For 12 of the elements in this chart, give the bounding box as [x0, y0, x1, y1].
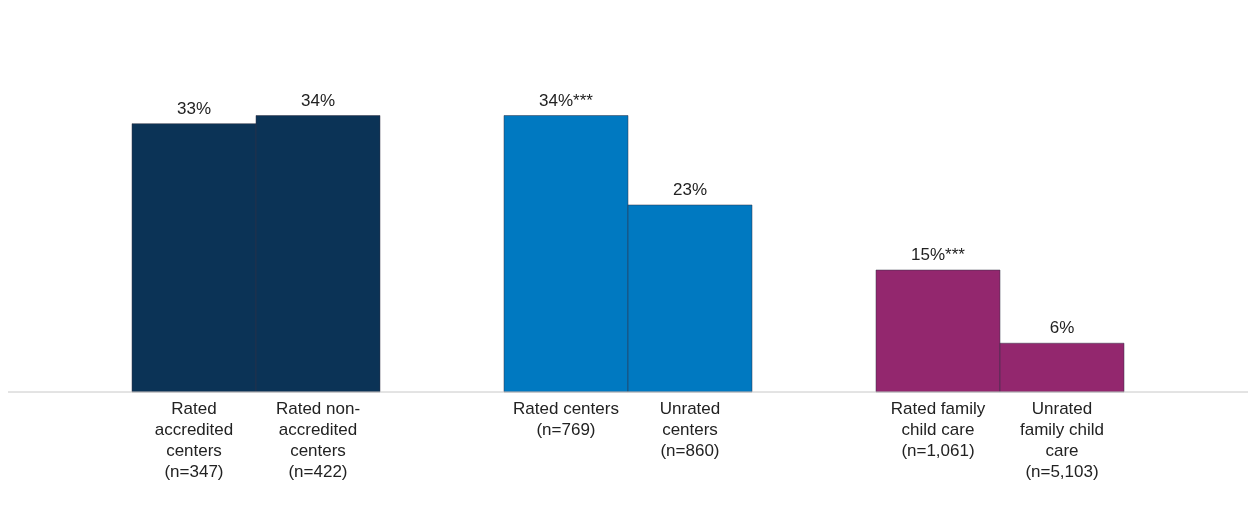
data-label: 23% [672, 179, 708, 199]
x-tick-label: Rated centers (n=769) [513, 399, 619, 439]
x-tick-label: Rated family child care (n=1,061) [890, 399, 986, 460]
data-label: 15%*** [911, 245, 966, 265]
data-label: 34%*** [539, 90, 594, 110]
x-tick-label: Unrated family child care (n=5,103) [1019, 399, 1105, 481]
x-tick-label: Unrated centers (n=860) [659, 399, 721, 460]
x-tick-label: Rated non-accredited centers (n=422) [275, 399, 361, 481]
data-label: 34% [300, 90, 336, 110]
x-tick-label: Rated accredited centers (n=347) [154, 399, 234, 481]
data-label: 6% [1049, 318, 1075, 338]
data-label: 33% [176, 98, 212, 118]
